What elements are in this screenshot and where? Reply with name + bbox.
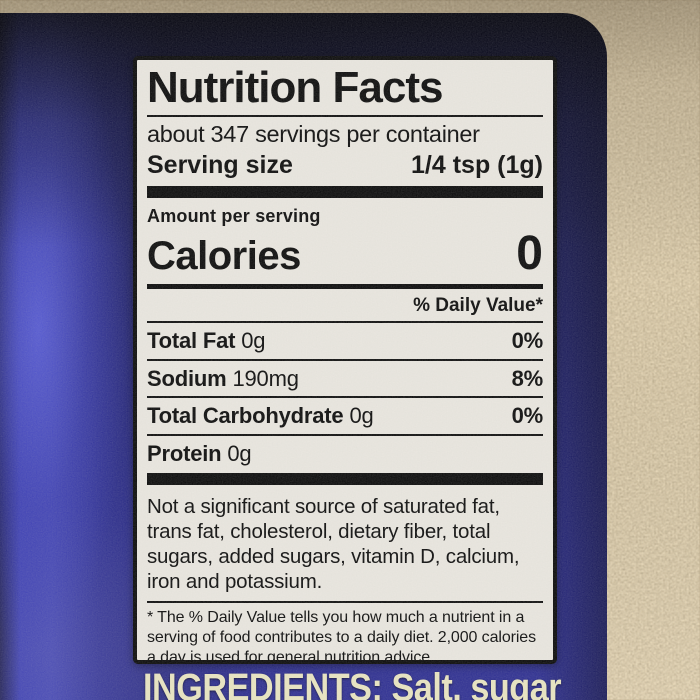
- nutrient-dv: 8%: [511, 365, 544, 391]
- nutrient-row-total-carbohydrate: Total Carbohydrate 0g 0%: [147, 398, 544, 436]
- thick-separator-bottom: [147, 472, 543, 485]
- serving-size-value: 1/4 tsp (1g): [411, 151, 543, 180]
- footnote-text: * The % Daily Value tells you how much a…: [147, 608, 536, 664]
- title-rule: [147, 115, 543, 118]
- thick-separator-top: [147, 186, 543, 199]
- ingredients-text: INGREDIENTS: Salt, sugar: [143, 665, 562, 700]
- amount-per-serving-label: Amount per serving: [147, 206, 321, 227]
- nutrient-name-amount: Sodium 190mg: [147, 365, 299, 391]
- nutrient-name-amount: Total Carbohydrate 0g: [147, 403, 374, 429]
- serving-size-label: Serving size: [147, 151, 293, 180]
- nutrient-name-amount: Total Fat 0g: [147, 328, 266, 354]
- servings-per-container: about 347 servings per container: [147, 121, 480, 148]
- nutrition-facts-title: Nutrition Facts: [147, 63, 443, 112]
- nutrient-dv: 0%: [511, 403, 544, 429]
- nutrient-row-sodium: Sodium 190mg 8%: [147, 361, 544, 399]
- not-significant-text: Not a significant source of saturated fa…: [147, 494, 520, 593]
- nutrition-label: Nutrition Facts about 347 servings per c…: [133, 56, 557, 664]
- nutrient-row-protein: Protein 0g: [147, 436, 543, 471]
- daily-value-header: % Daily Value*: [413, 294, 543, 316]
- calories-separator: [147, 283, 543, 289]
- calories-value: 0: [516, 226, 543, 280]
- nutrient-dv: 0%: [511, 328, 544, 354]
- footnote-rule: [147, 600, 543, 603]
- nutrient-name-amount: Protein 0g: [147, 440, 252, 466]
- calories-row: Calories 0: [147, 226, 543, 280]
- nutrient-row-total-fat: Total Fat 0g 0%: [147, 323, 544, 361]
- serving-size-row: Serving size 1/4 tsp (1g): [147, 150, 543, 180]
- calories-label: Calories: [147, 233, 301, 278]
